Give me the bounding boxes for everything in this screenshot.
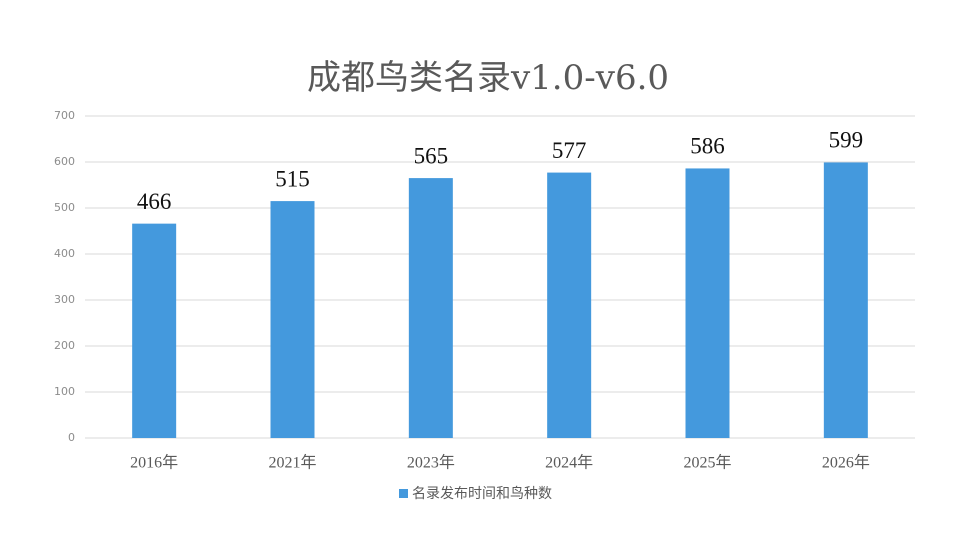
y-tick-label: 200 xyxy=(54,339,75,352)
y-tick-label: 500 xyxy=(54,201,75,214)
data-label: 577 xyxy=(552,138,587,163)
y-tick-label: 100 xyxy=(54,385,75,398)
bar xyxy=(132,223,177,438)
y-tick-label: 0 xyxy=(68,431,75,444)
bar xyxy=(408,178,453,438)
y-tick-label: 700 xyxy=(54,109,75,122)
data-label: 586 xyxy=(690,134,725,159)
x-tick-label: 2025年 xyxy=(683,454,731,472)
y-tick-label: 600 xyxy=(54,155,75,168)
data-label: 515 xyxy=(275,166,310,191)
bar xyxy=(547,172,592,438)
x-tick-label: 2016年 xyxy=(130,454,178,472)
x-tick-label: 2023年 xyxy=(407,454,455,472)
data-label: 565 xyxy=(414,143,449,168)
bar xyxy=(685,168,730,438)
legend-marker xyxy=(399,489,408,498)
data-label: 599 xyxy=(829,128,864,153)
bar xyxy=(823,162,868,438)
legend-label: 名录发布时间和鸟种数 xyxy=(412,486,552,502)
y-tick-label: 400 xyxy=(54,247,75,260)
y-tick-label: 300 xyxy=(54,293,75,306)
data-label: 466 xyxy=(137,189,172,214)
chart-title: 成都鸟类名录v1.0-v6.0 xyxy=(307,58,669,98)
x-tick-label: 2021年 xyxy=(268,454,316,472)
bar xyxy=(270,201,315,438)
x-tick-label: 2024年 xyxy=(545,454,593,472)
x-tick-label: 2026年 xyxy=(822,454,870,472)
